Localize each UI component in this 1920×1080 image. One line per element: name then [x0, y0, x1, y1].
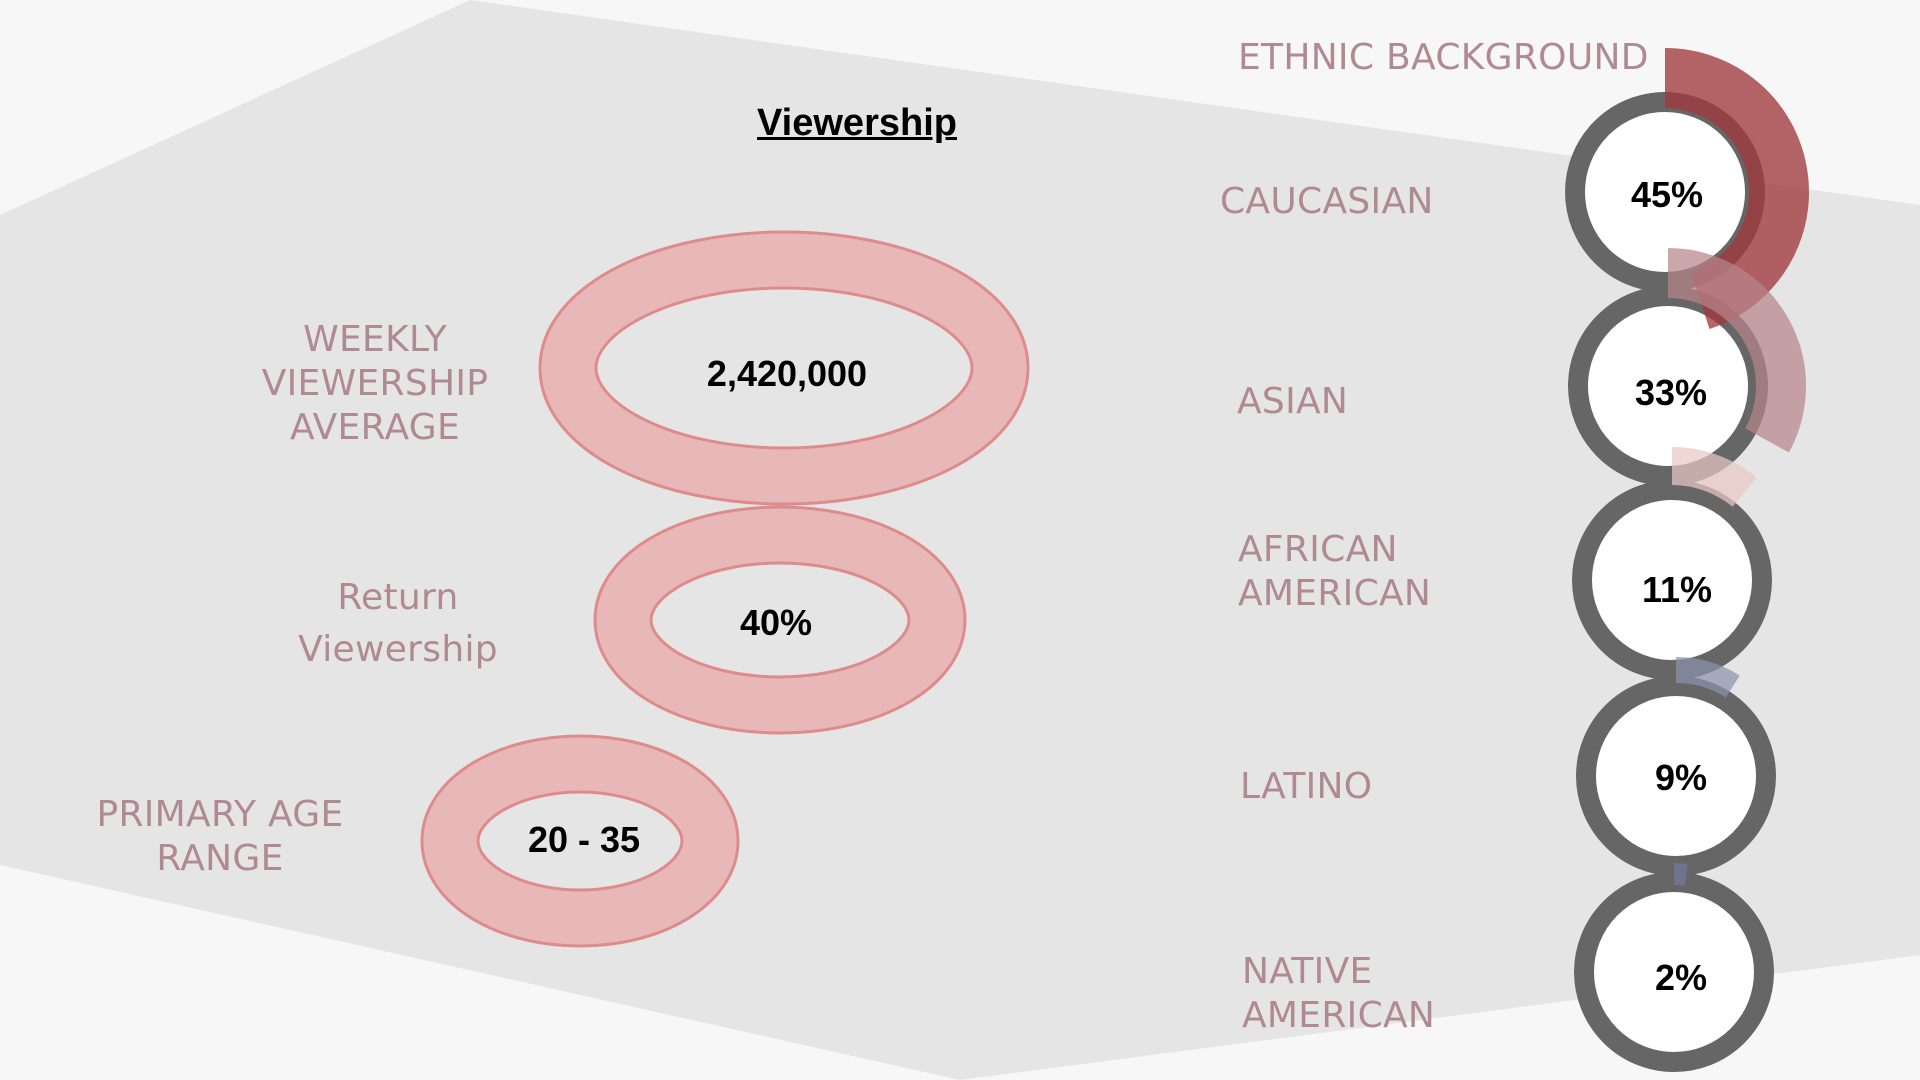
- donut-label-asian: 33%: [1634, 372, 1708, 413]
- donut-label-latino: 9%: [1654, 757, 1708, 798]
- donut-arc-native-american: [1673, 863, 1688, 886]
- metric-ring-weekly-fill: [541, 233, 1027, 503]
- metric-ring-return-fill: [596, 508, 964, 732]
- donut-arc-latino: [1675, 657, 1740, 698]
- metric-label-weekly: WEEKLY VIEWERSHIP AVERAGE: [261, 319, 489, 448]
- category-label-caucasian: CAUCASIAN: [1220, 181, 1434, 222]
- donut-arc-asian: [1667, 248, 1806, 453]
- donut-ring-african-american: [1572, 480, 1772, 680]
- donut-label-caucasian: 45%: [1630, 174, 1704, 215]
- metric-value-weekly: 2,420,000: [706, 353, 868, 394]
- category-label-asian: ASIAN: [1237, 381, 1349, 422]
- donut-label-african-american: 11%: [1641, 569, 1713, 610]
- metric-label-age: PRIMARY AGE RANGE: [96, 794, 344, 879]
- chart-title: ETHNIC BACKGROUND: [1238, 37, 1649, 78]
- metric-label-return: Return Viewership: [298, 577, 498, 670]
- page-title: Viewership: [757, 102, 957, 144]
- category-label-latino: LATINO: [1240, 766, 1373, 807]
- metric-ring-age-fill: [423, 737, 737, 945]
- category-label-native-american: NATIVE AMERICAN: [1242, 951, 1436, 1036]
- category-label-african-american: AFRICAN AMERICAN: [1238, 529, 1432, 614]
- donut-label-native-american: 2%: [1654, 957, 1708, 998]
- metric-value-age: 20 - 35: [527, 819, 641, 860]
- donut-arc-african-american: [1671, 447, 1757, 508]
- metric-value-return: 40%: [739, 602, 813, 643]
